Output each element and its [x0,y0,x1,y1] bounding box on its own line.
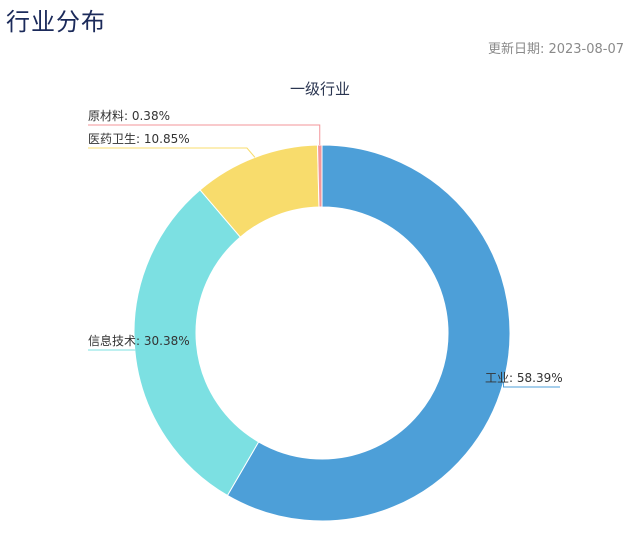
slice-label-医药卫生: 医药卫生: 10.85% [88,132,190,146]
slice-labels-layer: 工业: 58.39% 信息技术: 30.38% 医药卫生: 10.85% 原材料: 0… [88,109,563,385]
leader-line-医药卫生 [88,147,256,158]
slice-label-原材料: 原材料: 0.38% [88,109,170,123]
leader-lines-layer [88,124,560,388]
slice-label-工业: 工业: 58.39% [485,371,563,385]
slices-layer [133,144,511,522]
page-title: 行业分布 [6,8,106,36]
slice-工业[interactable] [226,144,511,522]
leader-line-原材料 [88,124,321,146]
slice-label-信息技术: 信息技术: 30.38% [88,333,190,348]
update-date: 更新日期: 2023-08-07 [487,42,624,57]
slice-原材料[interactable] [317,144,323,208]
chart-title: 一级行业 [289,80,350,98]
leader-line-工业 [503,381,560,388]
slice-信息技术[interactable] [133,189,260,497]
